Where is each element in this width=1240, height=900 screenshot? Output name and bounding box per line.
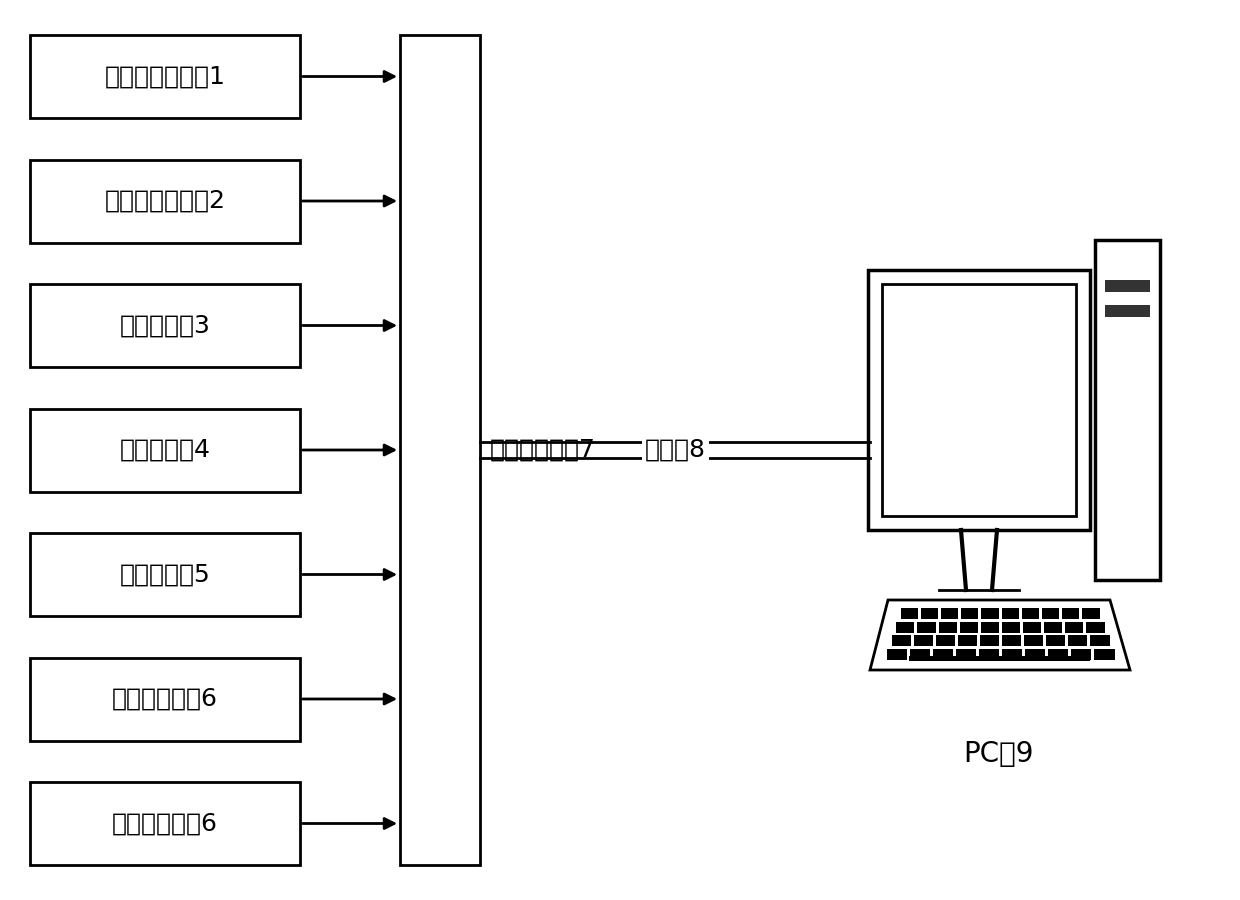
Bar <box>30 159 300 242</box>
Bar <box>882 284 1076 516</box>
Bar <box>980 635 999 646</box>
Bar <box>918 622 935 633</box>
Text: 振动传感器4: 振动传感器4 <box>119 438 211 462</box>
Bar <box>1069 635 1087 646</box>
Bar <box>1049 649 1069 660</box>
Bar <box>909 656 1090 661</box>
Text: 模拟量采集器7: 模拟量采集器7 <box>490 438 596 462</box>
Bar <box>30 35 300 118</box>
Bar <box>1042 608 1059 619</box>
Bar <box>1086 622 1105 633</box>
Bar <box>960 622 978 633</box>
Bar <box>961 608 978 619</box>
Bar <box>980 649 999 660</box>
Bar <box>1105 280 1151 292</box>
Bar <box>897 622 914 633</box>
Polygon shape <box>870 600 1130 670</box>
Bar <box>959 635 977 646</box>
Text: 光纤温度传感器1: 光纤温度传感器1 <box>104 65 226 88</box>
Bar <box>1022 608 1039 619</box>
Bar <box>892 635 911 646</box>
Bar <box>30 658 300 741</box>
Text: 加速度传感器6: 加速度传感器6 <box>112 812 218 835</box>
Bar <box>1083 608 1100 619</box>
Bar <box>30 533 300 616</box>
Bar <box>1023 622 1042 633</box>
Bar <box>1002 622 1021 633</box>
Bar <box>888 649 908 660</box>
Bar <box>1065 622 1084 633</box>
Text: PC机9: PC机9 <box>963 740 1034 768</box>
Bar <box>981 622 999 633</box>
Bar <box>868 270 1090 530</box>
Bar <box>956 649 976 660</box>
Bar <box>921 608 939 619</box>
Bar <box>1044 622 1063 633</box>
Bar <box>914 635 932 646</box>
Text: 光纤角度传感器2: 光纤角度传感器2 <box>104 189 226 213</box>
Bar <box>1105 305 1151 317</box>
Text: 加速度传感器6: 加速度传感器6 <box>112 687 218 711</box>
Bar <box>941 608 959 619</box>
Bar <box>1071 649 1091 660</box>
Bar <box>1024 635 1043 646</box>
Bar <box>30 409 300 491</box>
Text: 扭矩传感器3: 扭矩传感器3 <box>119 313 211 338</box>
Bar <box>1002 649 1023 660</box>
Bar <box>900 608 918 619</box>
Bar <box>936 635 955 646</box>
Bar <box>1002 608 1019 619</box>
Text: 双给线8: 双给线8 <box>645 438 706 462</box>
Bar <box>1095 240 1159 580</box>
Bar <box>1002 635 1022 646</box>
Bar <box>1047 635 1065 646</box>
Bar <box>401 35 480 865</box>
Bar <box>30 782 300 865</box>
Bar <box>1025 649 1045 660</box>
Bar <box>939 622 956 633</box>
Text: 电流传感器5: 电流传感器5 <box>119 562 211 587</box>
Bar <box>30 284 300 367</box>
Bar <box>981 608 998 619</box>
Bar <box>910 649 930 660</box>
Bar <box>1090 635 1110 646</box>
Bar <box>934 649 954 660</box>
Bar <box>1063 608 1079 619</box>
Bar <box>1095 649 1115 660</box>
